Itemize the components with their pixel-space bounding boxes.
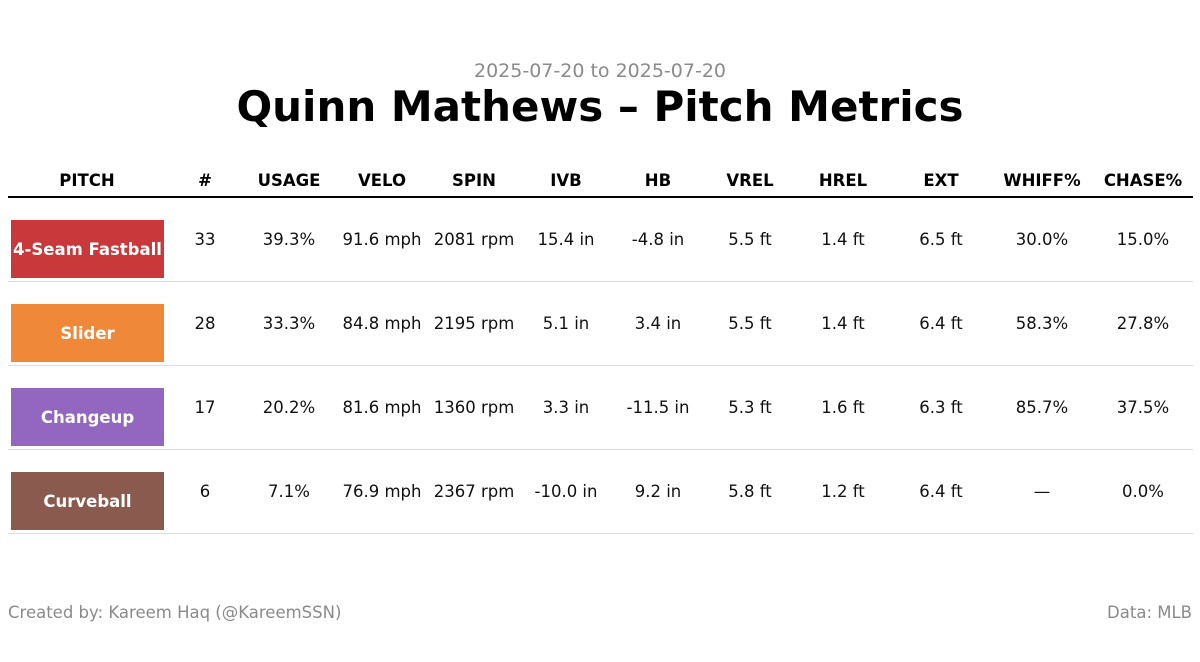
footer-credit: Created by: Kareem Haq (@KareemSSN)	[8, 603, 342, 622]
vrel-cell: 5.5 ft	[728, 230, 772, 249]
ivb-cell: 15.4 in	[537, 230, 595, 249]
vrel-cell: 5.3 ft	[728, 398, 772, 417]
chase-cell: 37.5%	[1116, 398, 1170, 417]
header-vrel: VREL	[726, 170, 774, 190]
table-body: 4-Seam Fastball 33 39.3% 91.6 mph 2081 rpm 15…	[8, 198, 1193, 534]
hb-cell: 3.4 in	[634, 314, 682, 333]
spin-cell: 2195 rpm	[433, 314, 515, 333]
hb-cell: 9.2 in	[634, 482, 682, 501]
whiff-cell: 30.0%	[1015, 230, 1069, 249]
chase-cell: 0.0%	[1122, 482, 1164, 501]
vrel-cell: 5.8 ft	[728, 482, 772, 501]
ivb-cell: 3.3 in	[542, 398, 590, 417]
usage-cell: 20.2%	[262, 398, 316, 417]
hrel-cell: 1.4 ft	[821, 314, 865, 333]
usage-cell: 33.3%	[262, 314, 316, 333]
vrel-cell: 5.5 ft	[728, 314, 772, 333]
ext-cell: 6.5 ft	[919, 230, 963, 249]
spin-cell: 2367 rpm	[433, 482, 515, 501]
ext-cell: 6.4 ft	[919, 314, 963, 333]
header-whiff: WHIFF%	[1003, 170, 1081, 190]
header-chase: CHASE%	[1103, 170, 1183, 190]
pitch-name-badge: Curveball	[11, 472, 164, 530]
whiff-cell: 85.7%	[1015, 398, 1069, 417]
pitch-name-badge: Slider	[11, 304, 164, 362]
table-row: Curveball 6 7.1% 76.9 mph 2367 rpm -10.0 in 9.…	[8, 450, 1193, 534]
header-spin: SPIN	[452, 170, 496, 190]
whiff-cell: 58.3%	[1015, 314, 1069, 333]
footer-source: Data: MLB	[1107, 603, 1192, 622]
chase-cell: 27.8%	[1116, 314, 1170, 333]
header-count: #	[198, 170, 212, 190]
count-cell: 6	[199, 482, 211, 501]
spin-cell: 2081 rpm	[433, 230, 515, 249]
header-pitch: PITCH	[59, 170, 115, 190]
ivb-cell: 5.1 in	[542, 314, 590, 333]
usage-cell: 39.3%	[262, 230, 316, 249]
table-row: Slider 28 33.3% 84.8 mph 2195 rpm 5.1 in 3.4 i…	[8, 282, 1193, 366]
velo-cell: 91.6 mph	[342, 230, 422, 249]
table-header-row: PITCH # USAGE VELO SPIN IVB HB VREL HREL…	[8, 166, 1193, 198]
ext-cell: 6.4 ft	[919, 482, 963, 501]
ivb-cell: -10.0 in	[534, 482, 598, 501]
whiff-cell: —	[1033, 482, 1051, 501]
count-cell: 33	[194, 230, 216, 249]
pitch-name-badge: 4-Seam Fastball	[11, 220, 164, 278]
header-hb: HB	[644, 170, 672, 190]
header-ext: EXT	[923, 170, 959, 190]
hb-cell: -4.8 in	[631, 230, 685, 249]
hb-cell: -11.5 in	[626, 398, 690, 417]
header-ivb: IVB	[550, 170, 582, 190]
header-hrel: HREL	[818, 170, 868, 190]
chase-cell: 15.0%	[1116, 230, 1170, 249]
hrel-cell: 1.2 ft	[821, 482, 865, 501]
hrel-cell: 1.4 ft	[821, 230, 865, 249]
count-cell: 28	[194, 314, 216, 333]
header-velo: VELO	[358, 170, 406, 190]
pitch-name-badge: Changeup	[11, 388, 164, 446]
ext-cell: 6.3 ft	[919, 398, 963, 417]
velo-cell: 76.9 mph	[342, 482, 422, 501]
table-row: Changeup 17 20.2% 81.6 mph 1360 rpm 3.3 in -11…	[8, 366, 1193, 450]
pitch-metrics-table: PITCH # USAGE VELO SPIN IVB HB VREL HREL…	[8, 166, 1193, 534]
usage-cell: 7.1%	[268, 482, 310, 501]
count-cell: 17	[194, 398, 216, 417]
hrel-cell: 1.6 ft	[821, 398, 865, 417]
table-row: 4-Seam Fastball 33 39.3% 91.6 mph 2081 rpm 15…	[8, 198, 1193, 282]
velo-cell: 81.6 mph	[342, 398, 422, 417]
spin-cell: 1360 rpm	[433, 398, 515, 417]
chart-title: Quinn Mathews – Pitch Metrics	[236, 82, 964, 131]
header-usage: USAGE	[257, 170, 321, 190]
date-range-subtitle: 2025-07-20 to 2025-07-20	[474, 60, 726, 82]
velo-cell: 84.8 mph	[342, 314, 422, 333]
